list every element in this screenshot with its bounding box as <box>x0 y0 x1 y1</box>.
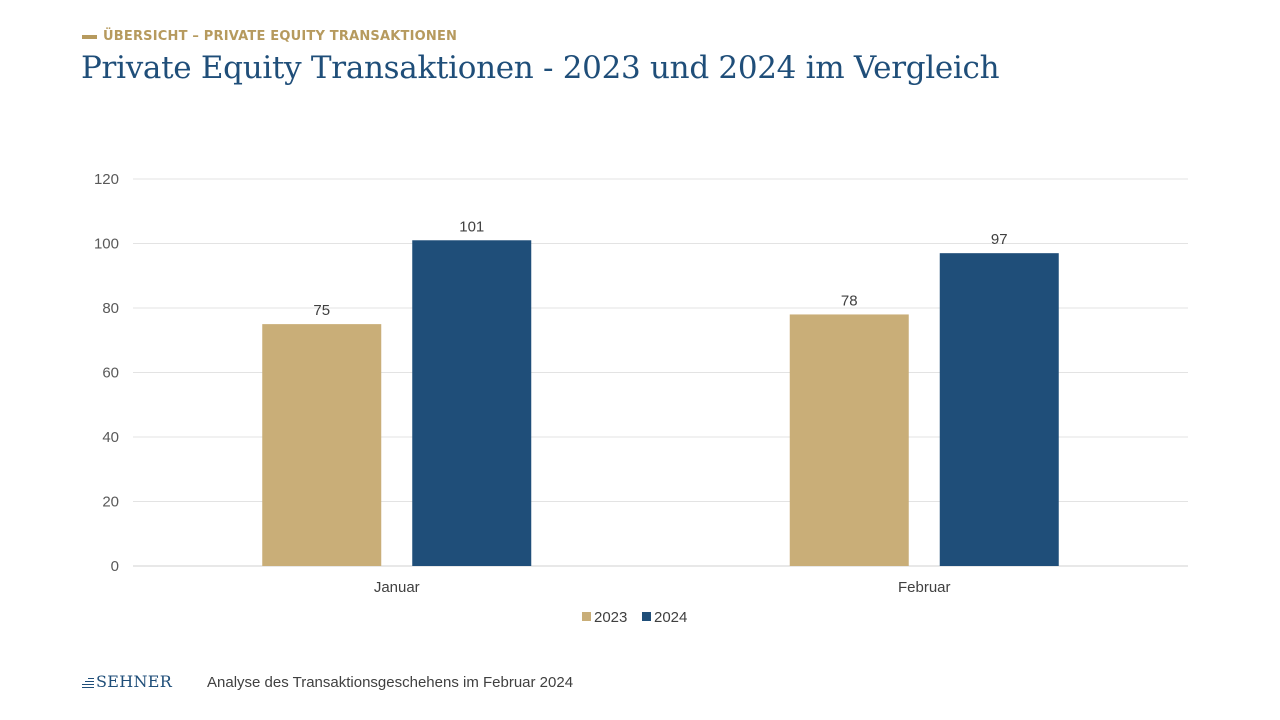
kicker-text: ÜBERSICHT – PRIVATE EQUITY TRANSAKTIONEN <box>103 29 458 44</box>
y-tick-label: 120 <box>94 171 119 188</box>
logo-lines-icon <box>82 677 94 688</box>
bar-2023-januar <box>262 324 382 566</box>
legend-label: 2024 <box>654 609 687 626</box>
kicker-bar <box>82 34 97 39</box>
x-tick-label: Februar <box>898 579 951 596</box>
legend-label: 2023 <box>594 609 627 626</box>
x-tick-label: Januar <box>374 579 420 596</box>
data-label: 101 <box>459 218 484 235</box>
y-tick-label: 40 <box>102 429 119 446</box>
y-tick-label: 0 <box>111 558 119 575</box>
company-logo: SEHNER <box>82 672 172 691</box>
y-tick-label: 20 <box>102 494 119 511</box>
y-tick-label: 80 <box>102 300 119 317</box>
y-tick-label: 60 <box>102 365 119 382</box>
bar-2024-januar <box>412 240 532 566</box>
legend-swatch-2024 <box>642 612 651 621</box>
logo-text: SEHNER <box>96 672 173 691</box>
legend-swatch-2023 <box>582 612 591 621</box>
data-label: 97 <box>991 231 1008 248</box>
bar-2023-februar <box>789 314 909 566</box>
y-tick-label: 100 <box>94 236 119 253</box>
footer-caption: Analyse des Transaktionsgeschehens im Fe… <box>207 674 574 691</box>
data-label: 78 <box>841 292 858 309</box>
section-kicker: ÜBERSICHT – PRIVATE EQUITY TRANSAKTIONEN <box>82 29 457 44</box>
bar-chart: 0 20 40 60 80 100 120 75 101 Januar 78 97 Februar 202… <box>94 171 1188 626</box>
page-title: Private Equity Transaktionen - 2023 und … <box>81 50 1000 86</box>
bar-2024-februar <box>939 253 1059 567</box>
data-label: 75 <box>313 302 330 319</box>
